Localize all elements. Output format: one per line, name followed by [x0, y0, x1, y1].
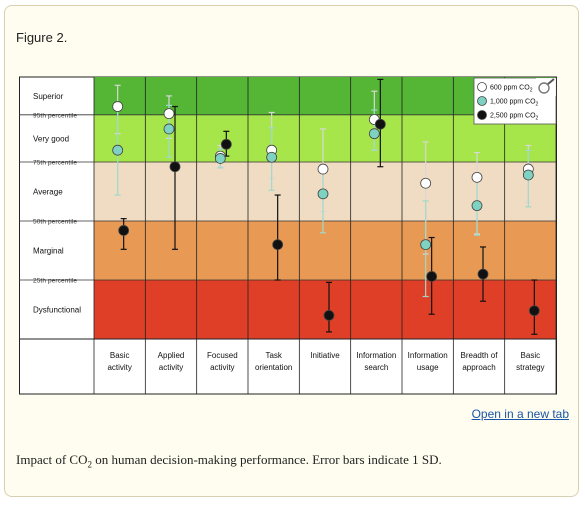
percentile-label: 75th percentile: [33, 160, 77, 167]
chart-container: Superior Very good Average Marginal Dysfunct…: [19, 66, 560, 401]
legend-marker-s1000: [477, 96, 487, 106]
category-label: approach: [462, 363, 495, 372]
category-label: usage: [417, 363, 439, 372]
co2-performance-chart: Superior Very good Average Marginal Dysfunct…: [19, 76, 557, 395]
category-label: search: [364, 363, 388, 372]
category-label: activity: [107, 363, 131, 372]
data-point-s600: [317, 163, 329, 175]
band-label: Dysfunctional: [33, 306, 81, 315]
data-point-s2500: [323, 309, 335, 321]
data-point-s1000: [214, 153, 226, 164]
expand-icon-handle: [547, 78, 555, 85]
percentile-label: 50th percentile: [33, 219, 77, 226]
data-point-s2500: [426, 271, 438, 282]
caption-subscript: 2: [87, 459, 92, 470]
category-label: strategy: [516, 363, 544, 372]
figure-caption: Impact of CO2 on human decision-making p…: [16, 452, 442, 470]
percentile-label: 95th percentile: [33, 112, 77, 119]
data-point-s2500: [220, 138, 232, 150]
legend-marker-s600: [477, 82, 487, 92]
open-in-new-tab-link[interactable]: Open in a new tab: [471, 407, 569, 421]
data-point-s1000: [163, 123, 175, 135]
category-label: activity: [210, 363, 234, 372]
data-point-s2500: [169, 161, 181, 173]
category-label: orientation: [255, 363, 292, 372]
category-label: Basic: [110, 351, 130, 360]
band-dysfunctional: [94, 280, 556, 339]
band-label: Average: [33, 188, 63, 197]
caption-text-end: on human decision-making performance. Er…: [91, 452, 442, 467]
grid-layer: [19, 77, 557, 394]
data-point-s2500: [118, 225, 130, 236]
percentile-label: 25th percentile: [33, 278, 77, 285]
legend-label: 1,000 ppm CO2: [490, 99, 539, 108]
expand-icon-lens: [538, 82, 550, 94]
category-label-layer: Basic activity Applied activity Focused activ…: [107, 351, 544, 372]
data-point-s1000: [420, 239, 432, 251]
point-layer: [112, 101, 540, 321]
category-label: Information: [408, 351, 448, 360]
legend: 600 ppm CO2 1,000 ppm CO2 2,500 ppm CO2: [473, 77, 557, 125]
category-label: Basic: [521, 351, 541, 360]
data-point-s1000: [112, 144, 124, 156]
data-point-s2500: [528, 305, 540, 317]
category-label: Task: [265, 351, 282, 360]
band-label-layer: Superior Very good Average Marginal Dysfunct…: [33, 92, 81, 315]
data-point-s1000: [522, 169, 534, 181]
data-point-s600: [112, 101, 124, 112]
data-point-s1000: [266, 151, 278, 163]
data-point-s2500: [272, 239, 284, 251]
data-point-s600: [420, 177, 432, 189]
band-label: Very good: [33, 134, 69, 143]
band-marginal: [94, 221, 556, 280]
band-label: Marginal: [33, 247, 64, 256]
legend-box: [473, 77, 557, 125]
legend-marker-s2500: [477, 110, 487, 120]
category-label: activity: [159, 363, 183, 372]
category-label: Breadth of: [461, 351, 499, 360]
legend-label: 600 ppm CO2: [490, 85, 533, 94]
expand-icon[interactable]: [536, 78, 556, 96]
category-label: Information: [356, 351, 396, 360]
data-point-s600: [163, 108, 175, 120]
data-point-s600: [471, 171, 483, 183]
category-label: Applied: [158, 351, 185, 360]
legend-label: 2,500 ppm CO2: [490, 113, 539, 122]
data-point-s2500: [477, 268, 489, 280]
data-point-s2500: [374, 118, 386, 130]
category-label: Focused: [207, 351, 238, 360]
data-point-s1000: [368, 128, 380, 140]
caption-text-start: Impact of CO: [16, 452, 88, 467]
band-label: Superior: [33, 92, 64, 101]
figure-title: Figure 2.: [16, 30, 68, 45]
data-point-s1000: [317, 188, 329, 200]
category-label: Initiative: [310, 351, 340, 360]
data-point-s1000: [471, 200, 483, 212]
